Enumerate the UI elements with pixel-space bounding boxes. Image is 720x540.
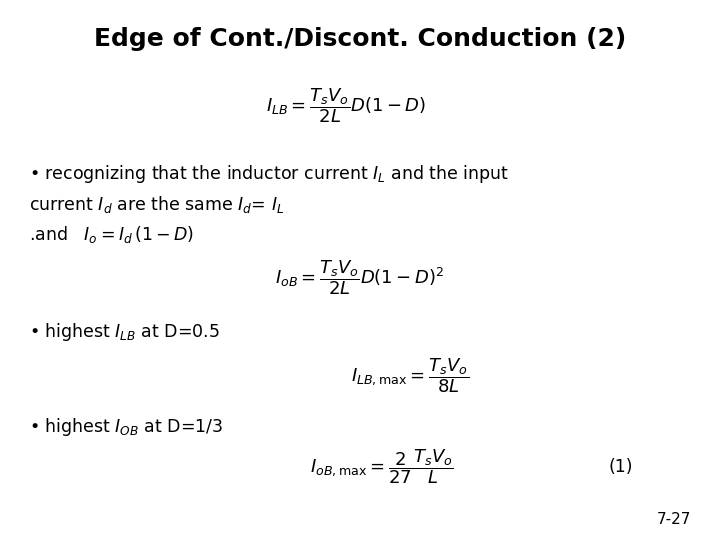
Text: Edge of Cont./Discont. Conduction (2): Edge of Cont./Discont. Conduction (2) xyxy=(94,27,626,51)
Text: (1): (1) xyxy=(608,458,633,476)
Text: • recognizing that the inductor current $I_L$ and the input: • recognizing that the inductor current … xyxy=(29,163,508,185)
Text: .and   $I_o = I_d\,(1-D)$: .and $I_o = I_d\,(1-D)$ xyxy=(29,224,194,245)
Text: $I_{LB} = \dfrac{T_s V_o}{2L} D(1-D)$: $I_{LB} = \dfrac{T_s V_o}{2L} D(1-D)$ xyxy=(266,86,426,125)
Text: $I_{LB,\mathrm{max}} = \dfrac{T_s V_o}{8L}$: $I_{LB,\mathrm{max}} = \dfrac{T_s V_o}{8… xyxy=(351,356,469,395)
Text: • highest $I_{OB}$ at D=1/3: • highest $I_{OB}$ at D=1/3 xyxy=(29,416,223,437)
Text: $I_{oB,\mathrm{max}} = \dfrac{2}{27} \dfrac{T_s V_o}{L}$: $I_{oB,\mathrm{max}} = \dfrac{2}{27} \df… xyxy=(310,448,454,487)
Text: $I_{oB} = \dfrac{T_s V_o}{2L} D(1-D)^2$: $I_{oB} = \dfrac{T_s V_o}{2L} D(1-D)^2$ xyxy=(275,259,445,298)
Text: • highest $I_{LB}$ at D=0.5: • highest $I_{LB}$ at D=0.5 xyxy=(29,321,220,343)
Text: current $I_d$ are the same $I_d$= $I_L$: current $I_d$ are the same $I_d$= $I_L$ xyxy=(29,194,284,214)
Text: 7-27: 7-27 xyxy=(657,511,691,526)
